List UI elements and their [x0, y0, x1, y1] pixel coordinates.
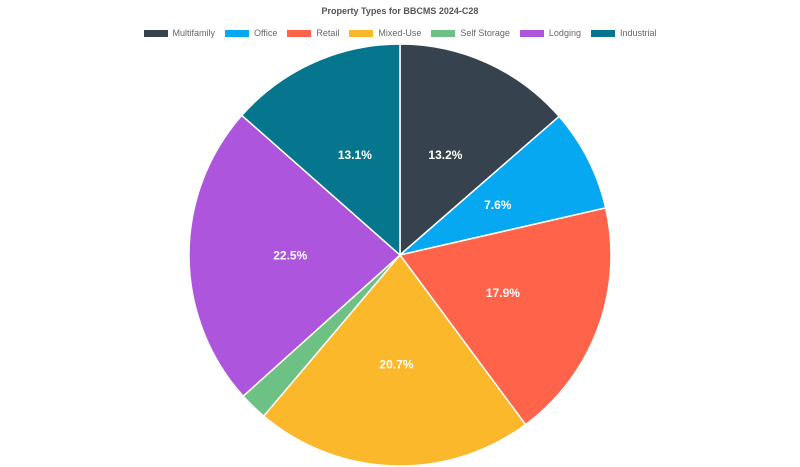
legend-item-lodging[interactable]: Lodging [519, 28, 581, 38]
legend-label: Mixed-Use [378, 28, 422, 38]
legend-swatch [143, 29, 168, 37]
slice-label: 17.9% [486, 286, 520, 300]
legend-swatch [225, 29, 250, 37]
pie-slice-industrial[interactable] [240, 43, 401, 257]
slice-label: 13.2% [428, 148, 462, 162]
pie-slice-lodging[interactable] [188, 114, 402, 398]
slice-label: 22.5% [273, 249, 307, 263]
legend-label: Multifamily [172, 28, 216, 38]
legend-label: Office [254, 28, 278, 38]
legend-item-multifamily[interactable]: Multifamily [143, 28, 216, 38]
legend-swatch [590, 29, 615, 37]
slice-label: 7.6% [484, 198, 512, 212]
legend-swatch [519, 29, 544, 37]
legend-swatch [431, 29, 456, 37]
legend-swatch [349, 29, 374, 37]
legend-item-mixed-use[interactable]: Mixed-Use [349, 28, 421, 38]
pie-slice-retail[interactable] [398, 207, 612, 426]
legend-label: Industrial [619, 28, 657, 38]
chart-title: Property Types for BBCMS 2024-C28 [321, 6, 479, 16]
legend-item-office[interactable]: Office [225, 28, 277, 38]
legend-item-self-storage[interactable]: Self Storage [431, 28, 510, 38]
pie-slice-multifamily[interactable] [399, 43, 561, 257]
slice-label: 13.1% [338, 148, 372, 162]
legend-label: Self Storage [460, 28, 510, 38]
legend-label: Lodging [548, 28, 581, 38]
legend-item-industrial[interactable]: Industrial [590, 28, 657, 38]
pie-slice-office[interactable] [399, 115, 607, 256]
legend-item-retail[interactable]: Retail [287, 28, 339, 38]
legend-label: Retail [316, 28, 340, 38]
slice-label: 20.7% [379, 358, 413, 372]
legend-swatch [287, 29, 312, 37]
chart-legend: Multifamily Office Retail Mixed-Use Self Sto… [0, 28, 800, 38]
pie-slice-mixed-use[interactable] [262, 253, 527, 467]
